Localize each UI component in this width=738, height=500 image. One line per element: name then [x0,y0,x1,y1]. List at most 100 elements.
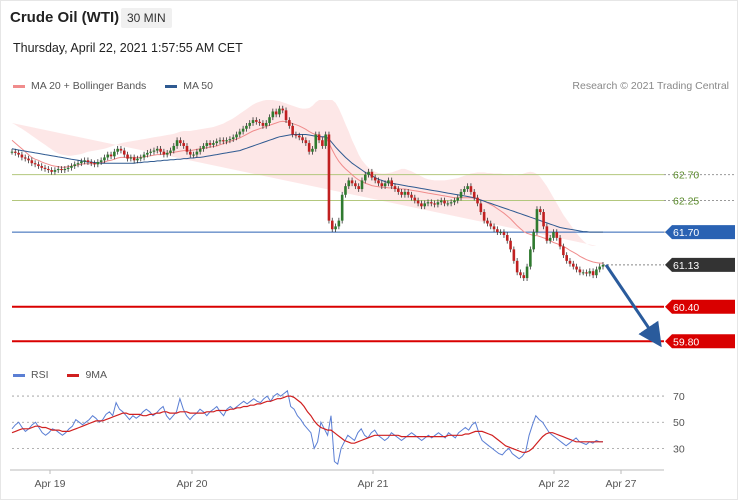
candle-body-118 [400,191,403,195]
moving-averages-layer [11,120,603,264]
candle-body-177 [595,269,598,276]
candle-body-176 [591,271,595,276]
candle-body-107 [363,174,367,181]
candle-body-43 [152,150,156,152]
rsi-line [11,389,603,465]
candle-body-160 [538,209,542,213]
candle-body-40 [142,154,146,158]
candle-body-120 [406,191,410,195]
candle-body-80 [274,111,278,115]
candle-body-179 [601,264,605,267]
candle-body-26 [96,162,100,165]
candle-body-33 [119,148,123,151]
candle-body-81 [278,108,281,115]
candle-body-97 [330,220,334,230]
candle-body-24 [89,162,93,164]
candle-body-59 [205,143,209,146]
level-tag-4 [665,299,735,314]
time-tick-label-2: Apr 21 [358,478,389,490]
bollinger-band-layer [12,100,597,246]
candle-body-35 [126,154,129,159]
candle-body-44 [155,148,159,151]
candle-body-77 [264,122,268,126]
research-credit: Research © 2021 Trading Central [572,80,729,92]
level-label-2: 61.70 [673,227,699,239]
candle-body-138 [466,186,469,190]
candle-body-144 [486,220,489,224]
candle-body-178 [598,266,601,270]
level-tag-3 [665,257,735,272]
candle-body-154 [519,272,522,276]
candle-body-42 [149,151,152,153]
candle-body-76 [261,122,265,126]
candle-body-98 [334,226,337,230]
candle-body-108 [367,171,370,175]
candle-body-125 [423,203,427,207]
candle-body-170 [571,263,575,267]
candle-body-6 [30,160,34,164]
price-legend: MA 20 + Bollinger Bands MA 50 [13,80,229,92]
candle-body-149 [502,232,506,235]
candle-body-15 [60,168,63,171]
rsi-tick-0: 70 [673,391,685,403]
candle-body-100 [340,194,344,221]
candle-body-2 [17,152,20,155]
candle-body-150 [505,235,509,241]
candle-body-161 [542,212,545,227]
candle-body-135 [456,197,460,201]
candle-body-21 [80,161,83,164]
candle-body-75 [258,121,261,123]
candle-body-115 [390,180,393,187]
candle-body-51 [179,140,182,144]
level-label-5: 59.80 [673,336,699,348]
candle-body-27 [99,160,103,163]
candle-body-155 [522,275,526,279]
timeframe-button[interactable]: 30 MIN [121,8,172,28]
candle-body-5 [27,158,30,161]
candle-body-105 [357,186,360,190]
candle-body-45 [159,148,162,152]
candle-body-17 [66,167,70,169]
rsi-tick-1: 50 [673,417,685,429]
ma9-legend-swatch [67,373,80,377]
candle-body-34 [122,150,126,155]
candle-body-10 [43,167,47,169]
candle-body-85 [291,125,294,135]
candle-body-173 [581,272,585,274]
candle-body-73 [251,120,255,123]
candle-body-16 [63,168,67,171]
candle-body-92 [314,134,318,149]
candle-body-141 [476,197,479,204]
level-label-3: 61.13 [673,260,699,272]
candle-body-88 [301,137,304,141]
candle-body-162 [545,226,549,241]
candle-body-95 [324,134,327,146]
candle-body-93 [317,134,321,141]
rsi-legend-swatch [13,373,25,377]
candle-body-55 [192,154,195,156]
candle-body-14 [56,168,60,171]
candle-body-164 [552,232,555,238]
candles-layer [10,105,605,281]
candle-body-48 [169,150,172,153]
candle-body-119 [403,191,407,195]
candle-body-174 [585,272,588,274]
candle-body-36 [129,157,133,159]
candle-body-38 [136,158,139,161]
candle-body-12 [50,170,53,172]
candle-body-90 [307,143,311,152]
candle-body-91 [311,148,314,152]
level-lines-layer [12,174,736,343]
candle-body-171 [575,266,578,270]
candle-body-123 [416,200,420,204]
level-tag-5 [665,334,735,349]
candle-body-65 [225,140,228,142]
rsi-legend-label: RSI [31,369,49,382]
ma20-line [11,120,603,264]
time-tick-label-4: Apr 27 [606,478,637,490]
candle-body-148 [499,232,502,234]
candle-body-143 [482,212,486,221]
candle-body-18 [70,166,73,168]
candle-body-23 [86,160,90,163]
projection-arrow [604,264,662,348]
